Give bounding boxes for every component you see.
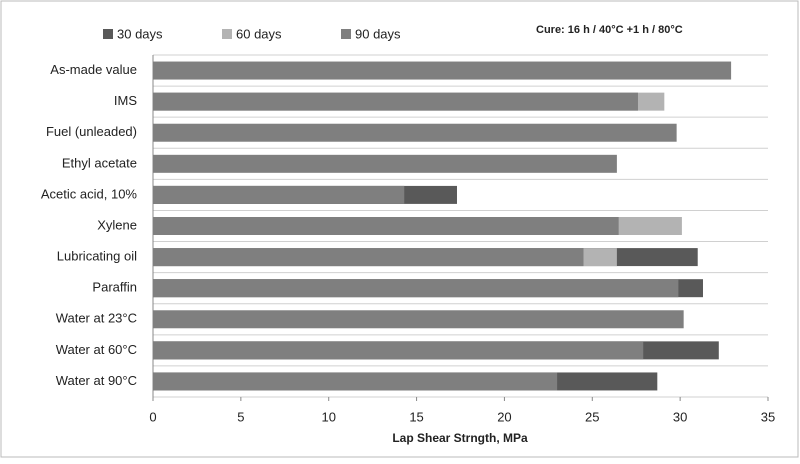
bar — [153, 61, 732, 80]
y-tick-label: Water at 90°C — [56, 373, 137, 388]
x-tick-label: 5 — [237, 409, 244, 424]
x-tick-label: 15 — [409, 409, 423, 424]
y-tick-label: IMS — [114, 93, 137, 108]
bar — [153, 185, 405, 204]
bar — [153, 248, 584, 267]
x-tick-label: 35 — [761, 409, 775, 424]
y-tick-label: Water at 23°C — [56, 311, 137, 326]
y-tick-label: Ethyl acetate — [62, 155, 137, 170]
legend-label: 60 days — [236, 26, 282, 41]
bar — [153, 372, 558, 391]
x-tick-label: 20 — [497, 409, 511, 424]
legend-label: 30 days — [117, 26, 163, 41]
bar — [153, 154, 617, 173]
legend-swatch — [103, 29, 113, 39]
bar — [153, 341, 644, 360]
x-tick-label: 0 — [149, 409, 156, 424]
bar — [153, 310, 684, 329]
y-tick-label: Lubricating oil — [57, 249, 137, 264]
y-tick-label: Acetic acid, 10% — [41, 186, 138, 201]
bar — [153, 217, 619, 235]
legend-swatch — [341, 29, 351, 39]
bar — [153, 92, 638, 111]
x-tick-label: 25 — [585, 409, 599, 424]
x-axis-title: Lap Shear Strngth, MPa — [392, 431, 528, 445]
annotation: Cure: 16 h / 40°C +1 h / 80°C — [536, 24, 683, 36]
legend-label: 90 days — [355, 26, 401, 41]
bar — [153, 123, 677, 142]
y-tick-label: Xylene — [97, 217, 137, 232]
x-tick-label: 10 — [321, 409, 335, 424]
y-tick-label: As-made value — [50, 62, 137, 77]
y-tick-label: Water at 60°C — [56, 342, 137, 357]
bar — [153, 279, 679, 298]
y-tick-label: Paraffin — [92, 280, 137, 295]
legend-swatch — [222, 29, 232, 39]
y-tick-label: Fuel (unleaded) — [46, 124, 137, 139]
x-tick-label: 30 — [673, 409, 687, 424]
